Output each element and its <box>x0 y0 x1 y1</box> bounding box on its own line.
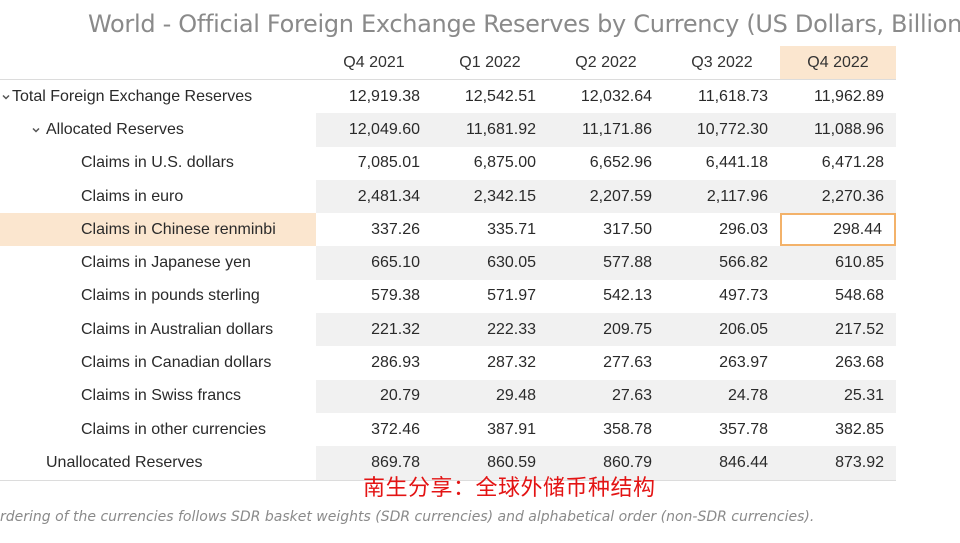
table-cell[interactable]: 382.85 <box>835 420 884 438</box>
table-cell[interactable]: 277.63 <box>603 354 652 372</box>
row-label: Claims in pounds sterling <box>81 287 260 305</box>
row-label: Total Foreign Exchange Reserves <box>12 87 253 105</box>
table-cell[interactable]: 387.91 <box>487 420 536 438</box>
row-label: Claims in other currencies <box>81 420 266 438</box>
row-label: Claims in Canadian dollars <box>81 354 272 372</box>
table-cell[interactable]: 263.68 <box>835 354 884 372</box>
table-cell[interactable]: 11,171.86 <box>548 113 664 147</box>
column-header-selected[interactable]: Q4 2022 <box>780 46 896 79</box>
table-cell[interactable]: 548.68 <box>835 287 884 305</box>
table-row[interactable]: Claims in Japanese yen 665.10 630.05 577… <box>0 246 896 280</box>
column-header[interactable]: Q2 2022 <box>575 53 637 71</box>
table-cell[interactable]: 6,471.28 <box>821 154 884 172</box>
table-cell[interactable]: 221.32 <box>316 313 432 347</box>
table-cell[interactable]: 869.78 <box>316 446 432 480</box>
table-cell[interactable]: 2,481.34 <box>316 179 432 214</box>
table-cell[interactable]: 610.85 <box>780 246 896 280</box>
table-row[interactable]: Unallocated Reserves 869.78 860.59 860.7… <box>0 446 896 481</box>
table-cell[interactable]: 287.32 <box>487 354 536 372</box>
table-cell[interactable]: 2,207.59 <box>548 179 664 214</box>
table-cell[interactable]: 25.31 <box>780 379 896 413</box>
table-cell[interactable]: 286.93 <box>371 354 420 372</box>
row-label: Claims in U.S. dollars <box>81 154 234 172</box>
table-row[interactable]: Total Foreign Exchange Reserves 12,919.3… <box>0 80 896 113</box>
table-cell[interactable]: 542.13 <box>603 287 652 305</box>
table-cell[interactable]: 571.97 <box>487 287 536 305</box>
column-header[interactable]: Q4 2021 <box>343 53 405 71</box>
table-row[interactable]: Claims in other currencies 372.46 387.91… <box>0 413 896 446</box>
column-header[interactable]: Q1 2022 <box>459 53 521 71</box>
table-cell[interactable]: 873.92 <box>780 446 896 480</box>
table-cell[interactable]: 12,542.51 <box>464 87 536 105</box>
row-label: Claims in Chinese renminbi <box>81 220 276 238</box>
table-cell[interactable]: 12,032.64 <box>580 87 652 105</box>
table-cell[interactable]: 2,270.36 <box>780 179 896 214</box>
table-cell[interactable]: 577.88 <box>548 246 664 280</box>
table-cell[interactable]: 358.78 <box>603 420 652 438</box>
table-row[interactable]: Claims in Swiss francs 20.79 29.48 27.63… <box>0 379 896 413</box>
table-row[interactable]: Allocated Reserves 12,049.60 11,681.92 1… <box>0 113 896 147</box>
table-row[interactable]: Claims in U.S. dollars 7,085.01 6,875.00… <box>0 147 896 180</box>
table-cell[interactable]: 317.50 <box>603 220 652 238</box>
table-cell[interactable]: 7,085.01 <box>357 154 420 172</box>
table-cell[interactable]: 630.05 <box>432 246 548 280</box>
table-cell[interactable]: 10,772.30 <box>664 113 780 147</box>
table-cell[interactable]: 217.52 <box>780 313 896 347</box>
table-cell[interactable]: 337.26 <box>371 220 420 238</box>
table-row[interactable]: Claims in Canadian dollars 286.93 287.32… <box>0 346 896 379</box>
table-cell[interactable]: 222.33 <box>432 313 548 347</box>
column-header[interactable]: Q3 2022 <box>691 53 753 71</box>
table-cell[interactable]: 860.79 <box>548 446 664 480</box>
table-cell[interactable]: 263.97 <box>719 354 768 372</box>
table-cell[interactable]: 6,652.96 <box>589 154 652 172</box>
table-cell[interactable]: 372.46 <box>371 420 420 438</box>
table-cell[interactable]: 29.48 <box>432 379 548 413</box>
reserves-table: Q4 2021 Q1 2022 Q2 2022 Q3 2022 Q4 2022 … <box>0 46 896 481</box>
row-label: Claims in euro <box>81 187 184 205</box>
table-cell[interactable]: 6,441.18 <box>705 154 768 172</box>
row-label: Unallocated Reserves <box>46 453 203 471</box>
table-cell[interactable]: 20.79 <box>316 379 432 413</box>
table-row-highlighted[interactable]: Claims in Chinese renminbi 337.26 335.71… <box>0 213 896 247</box>
table-cell[interactable]: 206.05 <box>664 313 780 347</box>
table-row[interactable]: Claims in Australian dollars 221.32 222.… <box>0 313 896 347</box>
table-cell[interactable]: 665.10 <box>316 246 432 280</box>
row-label: Claims in Australian dollars <box>81 320 274 338</box>
table-cell[interactable]: 497.73 <box>719 287 768 305</box>
table-cell[interactable]: 11,962.89 <box>814 87 884 105</box>
table-cell[interactable]: 335.71 <box>487 220 536 238</box>
table-cell[interactable]: 27.63 <box>548 379 664 413</box>
row-highlight <box>0 213 316 247</box>
table-cell[interactable]: 11,681.92 <box>432 113 548 147</box>
table-cell[interactable]: 11,618.73 <box>698 87 768 105</box>
table-cell[interactable]: 24.78 <box>664 379 780 413</box>
table-row[interactable]: Claims in pounds sterling 579.38 571.97 … <box>0 280 896 313</box>
row-label: Claims in Swiss francs <box>81 387 242 405</box>
table-cell[interactable]: 6,875.00 <box>473 154 536 172</box>
table-cell[interactable]: 209.75 <box>548 313 664 347</box>
table-cell[interactable]: 2,117.96 <box>664 179 780 214</box>
table-cell[interactable]: 12,919.38 <box>348 87 420 105</box>
table-cell-selected[interactable]: 298.44 <box>780 213 896 247</box>
footnote: rdering of the currencies follows SDR ba… <box>0 509 815 525</box>
table-cell[interactable]: 11,088.96 <box>780 113 896 147</box>
table-cell[interactable]: 566.82 <box>664 246 780 280</box>
table-cell[interactable]: 846.44 <box>664 446 780 480</box>
chevron-down-icon[interactable] <box>0 80 12 113</box>
page-title: World - Official Foreign Exchange Reserv… <box>88 10 960 38</box>
table-cell[interactable]: 860.59 <box>432 446 548 480</box>
watermark-caption: 南生分享：全球外储币种结构 <box>363 476 656 501</box>
table-cell[interactable]: 357.78 <box>719 420 768 438</box>
table-cell[interactable]: 2,342.15 <box>432 179 548 214</box>
chevron-down-icon[interactable] <box>30 113 42 146</box>
row-label: Allocated Reserves <box>46 120 184 138</box>
table-row[interactable]: Claims in euro 2,481.34 2,342.15 2,207.5… <box>0 179 896 214</box>
table-cell[interactable]: 579.38 <box>371 287 420 305</box>
table-cell[interactable]: 296.03 <box>719 220 768 238</box>
table-header: Q4 2021 Q1 2022 Q2 2022 Q3 2022 Q4 2022 <box>0 46 896 80</box>
row-label: Claims in Japanese yen <box>81 254 251 272</box>
table-cell[interactable]: 12,049.60 <box>316 113 432 147</box>
